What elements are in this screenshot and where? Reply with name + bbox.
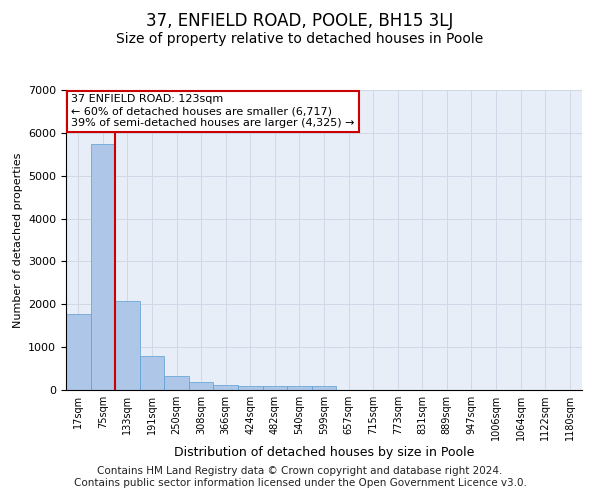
- Bar: [164, 376, 189, 390]
- Bar: [238, 386, 263, 390]
- Bar: [91, 144, 115, 390]
- Text: Contains HM Land Registry data © Crown copyright and database right 2024.
Contai: Contains HM Land Registry data © Crown c…: [74, 466, 526, 487]
- Bar: [189, 382, 214, 390]
- Text: 37, ENFIELD ROAD, POOLE, BH15 3LJ: 37, ENFIELD ROAD, POOLE, BH15 3LJ: [146, 12, 454, 30]
- Text: Size of property relative to detached houses in Poole: Size of property relative to detached ho…: [116, 32, 484, 46]
- Y-axis label: Number of detached properties: Number of detached properties: [13, 152, 23, 328]
- Bar: [263, 386, 287, 390]
- Text: 37 ENFIELD ROAD: 123sqm
← 60% of detached houses are smaller (6,717)
39% of semi: 37 ENFIELD ROAD: 123sqm ← 60% of detache…: [71, 94, 355, 128]
- Bar: [140, 356, 164, 390]
- Bar: [66, 314, 91, 390]
- X-axis label: Distribution of detached houses by size in Poole: Distribution of detached houses by size …: [174, 446, 474, 459]
- Bar: [287, 386, 312, 390]
- Bar: [214, 385, 238, 390]
- Bar: [312, 386, 336, 390]
- Bar: [115, 301, 140, 390]
